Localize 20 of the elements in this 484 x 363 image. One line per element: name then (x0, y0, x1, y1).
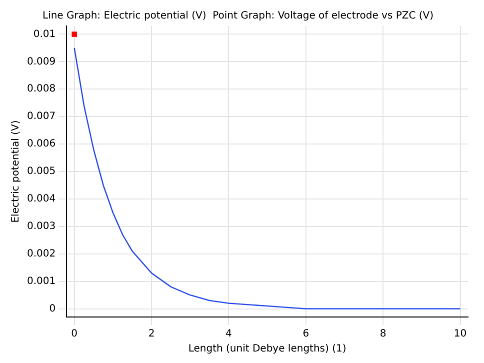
y-tick-label: 0.002 (26, 248, 56, 260)
y-tick-label: 0.003 (26, 221, 56, 232)
x-tick-label: 4 (226, 328, 232, 340)
y-tick-label: 0.004 (26, 194, 56, 205)
x-tick-label: 2 (148, 328, 155, 340)
y-tick-label: 0.005 (26, 166, 56, 178)
y-tick-label: 0.009 (26, 56, 56, 68)
chart-title: Line Graph: Electric potential (V) Point Graph: Voltage of electrode vs PZC (V) (42, 10, 434, 22)
x-tick-label: 6 (302, 328, 310, 340)
y-axis-title: Electric potential (V) (10, 120, 22, 223)
y-tick-label: 0.01 (33, 28, 56, 40)
y-tick-label: 0.001 (26, 276, 56, 287)
x-axis-title: Length (unit Debye lengths) (1) (188, 344, 346, 355)
x-tick-label: 0 (71, 328, 78, 340)
y-tick-label: 0 (49, 303, 56, 314)
y-tick-label: 0.006 (26, 138, 56, 150)
y-tick-label: 0.007 (26, 111, 56, 122)
x-tick-label: 8 (380, 328, 386, 340)
x-tick-label: 10 (454, 328, 467, 340)
y-tick-label: 0.008 (26, 84, 56, 95)
